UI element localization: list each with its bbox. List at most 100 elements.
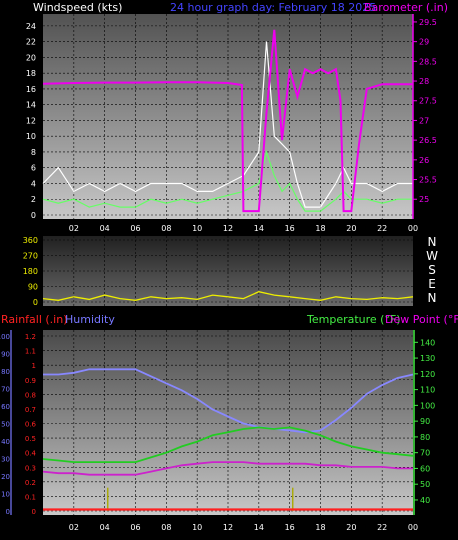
chart-date-title: 24 hour graph day: February 18 2025 bbox=[170, 1, 376, 14]
humidity-tick-60: 60 bbox=[1, 403, 10, 411]
rain-tick-0: 0 bbox=[32, 508, 36, 516]
bottom-x-tick-20: 20 bbox=[346, 523, 356, 532]
baro-tick-27.5: 27.5 bbox=[419, 97, 437, 106]
rainfall-axis-title: Rainfall (.in) bbox=[1, 313, 68, 326]
bottom-x-tick-06: 06 bbox=[130, 523, 140, 532]
rain-tick-0.2: 0.2 bbox=[25, 479, 36, 487]
rain-tick-0.7: 0.7 bbox=[25, 406, 36, 414]
top-x-tick-18: 18 bbox=[315, 224, 325, 233]
bottom-x-tick-12: 12 bbox=[223, 523, 233, 532]
wind-tick-20: 20 bbox=[26, 53, 36, 62]
dewpoint-axis-title: Dew Point (°F) bbox=[385, 313, 458, 326]
wind-tick-14: 14 bbox=[26, 101, 36, 110]
humidity-series-line bbox=[43, 368, 414, 434]
rain-tick-0.4: 0.4 bbox=[25, 450, 37, 458]
temperature-series-line bbox=[42, 426, 414, 463]
humidity-tick-70: 70 bbox=[1, 386, 10, 394]
bottom-x-tick-10: 10 bbox=[192, 523, 202, 532]
wind-tick-16: 16 bbox=[26, 85, 36, 94]
baro-tick-25: 25 bbox=[419, 195, 429, 204]
top-x-tick-02: 02 bbox=[69, 224, 79, 233]
temperature-tick-100: 100 bbox=[420, 401, 435, 410]
baro-axis-title: Barometer (.in) bbox=[364, 1, 448, 14]
baro-tick-25.5: 25.5 bbox=[419, 176, 437, 185]
humidity-tick-0: 0 bbox=[6, 508, 10, 516]
top-x-tick-20: 20 bbox=[346, 224, 356, 233]
bottom-x-tick-18: 18 bbox=[315, 523, 325, 532]
temperature-tick-120: 120 bbox=[420, 370, 435, 379]
direction-tick-360: 360 bbox=[23, 236, 38, 245]
direction-series-line bbox=[42, 291, 414, 301]
humidity-tick-20: 20 bbox=[1, 473, 10, 481]
baro-series-line bbox=[42, 29, 413, 213]
temperature-tick-140: 140 bbox=[420, 338, 435, 347]
direction-tick-90: 90 bbox=[28, 283, 38, 292]
compass-N: N bbox=[428, 235, 437, 249]
gust-series-line bbox=[42, 41, 413, 208]
temperature-tick-60: 60 bbox=[420, 464, 430, 473]
top-x-tick-12: 12 bbox=[223, 224, 233, 233]
temperature-tick-90: 90 bbox=[420, 417, 430, 426]
baro-tick-26: 26 bbox=[419, 156, 429, 165]
baro-tick-28: 28 bbox=[419, 77, 429, 86]
baro-tick-27: 27 bbox=[419, 116, 429, 125]
temperature-tick-80: 80 bbox=[420, 433, 430, 442]
bottom-x-tick-08: 08 bbox=[161, 523, 171, 532]
wind-tick-2: 2 bbox=[31, 195, 36, 204]
temperature-axis-ticks: 40 50 60 70 80 90 100 110 120 130 140 bbox=[413, 330, 435, 515]
wind-tick-12: 12 bbox=[26, 116, 36, 125]
baro-tick-29.5: 29.5 bbox=[419, 18, 437, 27]
top-x-tick-14: 14 bbox=[254, 224, 264, 233]
rain-tick-1.2: 1.2 bbox=[25, 333, 36, 341]
wind-baro-plot-area bbox=[43, 14, 413, 219]
top-x-axis-ticks: 02 04 06 08 10 12 14 16 18 20 22 00 bbox=[69, 224, 418, 233]
temperature-tick-70: 70 bbox=[420, 449, 430, 458]
direction-axis-ticks: 0 90 180 270 360 bbox=[23, 236, 38, 307]
bottom-x-tick-14: 14 bbox=[254, 523, 264, 532]
bottom-x-tick-04: 04 bbox=[100, 523, 110, 532]
rain-tick-0.6: 0.6 bbox=[25, 421, 37, 429]
rain-tick-0.1: 0.1 bbox=[25, 493, 36, 501]
direction-tick-180: 180 bbox=[23, 267, 38, 276]
temperature-tick-40: 40 bbox=[420, 496, 430, 505]
top-x-tick-08: 08 bbox=[161, 224, 171, 233]
humidity-tick-100: 100 bbox=[0, 333, 10, 341]
wind-series-line bbox=[42, 149, 413, 212]
humidity-axis-ticks: 0 10 20 30 40 50 60 70 80 90 100 bbox=[0, 330, 12, 516]
bottom-x-axis-ticks: 02 04 06 08 10 12 14 16 18 20 22 00 bbox=[69, 523, 418, 532]
bottom-x-tick-02: 02 bbox=[69, 523, 79, 532]
baro-axis-ticks: 25 25.5 26 26.5 27 27.5 28 28.5 29 29.5 bbox=[412, 14, 437, 219]
dewpoint-series-line bbox=[42, 461, 413, 476]
compass-E: E bbox=[428, 277, 436, 291]
temperature-tick-50: 50 bbox=[420, 480, 430, 489]
temperature-tick-110: 110 bbox=[420, 386, 435, 395]
top-x-tick-16: 16 bbox=[285, 224, 295, 233]
rain-tick-0.3: 0.3 bbox=[25, 464, 36, 472]
wind-tick-10: 10 bbox=[26, 132, 36, 141]
bottom-x-tick-16: 16 bbox=[285, 523, 295, 532]
compass-W: W bbox=[426, 249, 438, 263]
baro-tick-29: 29 bbox=[419, 38, 429, 47]
top-x-tick-22: 22 bbox=[377, 224, 387, 233]
wind-tick-8: 8 bbox=[31, 148, 36, 157]
compass-N: N bbox=[428, 291, 437, 305]
wind-tick-0: 0 bbox=[31, 211, 36, 220]
wind-tick-6: 6 bbox=[31, 164, 36, 173]
rain-tick-1.1: 1.1 bbox=[25, 348, 36, 356]
wind-tick-18: 18 bbox=[26, 69, 36, 78]
wind-tick-24: 24 bbox=[26, 22, 36, 31]
rain-tick-1: 1 bbox=[32, 362, 36, 370]
bottom-x-tick-22: 22 bbox=[377, 523, 387, 532]
rain-tick-0.8: 0.8 bbox=[25, 391, 36, 399]
baro-tick-28.5: 28.5 bbox=[419, 57, 437, 66]
top-x-tick-10: 10 bbox=[192, 224, 202, 233]
top-x-tick-04: 04 bbox=[100, 224, 110, 233]
temperature-axis-title: Temperature (°F) bbox=[306, 313, 401, 326]
humidity-tick-30: 30 bbox=[1, 456, 10, 464]
compass-S: S bbox=[428, 263, 436, 277]
rain-axis-ticks: 0 0.1 0.2 0.3 0.4 0.5 0.6 0.7 0.8 0.9 1 1.1 1.2 bbox=[25, 333, 37, 516]
humidity-tick-50: 50 bbox=[1, 421, 10, 429]
